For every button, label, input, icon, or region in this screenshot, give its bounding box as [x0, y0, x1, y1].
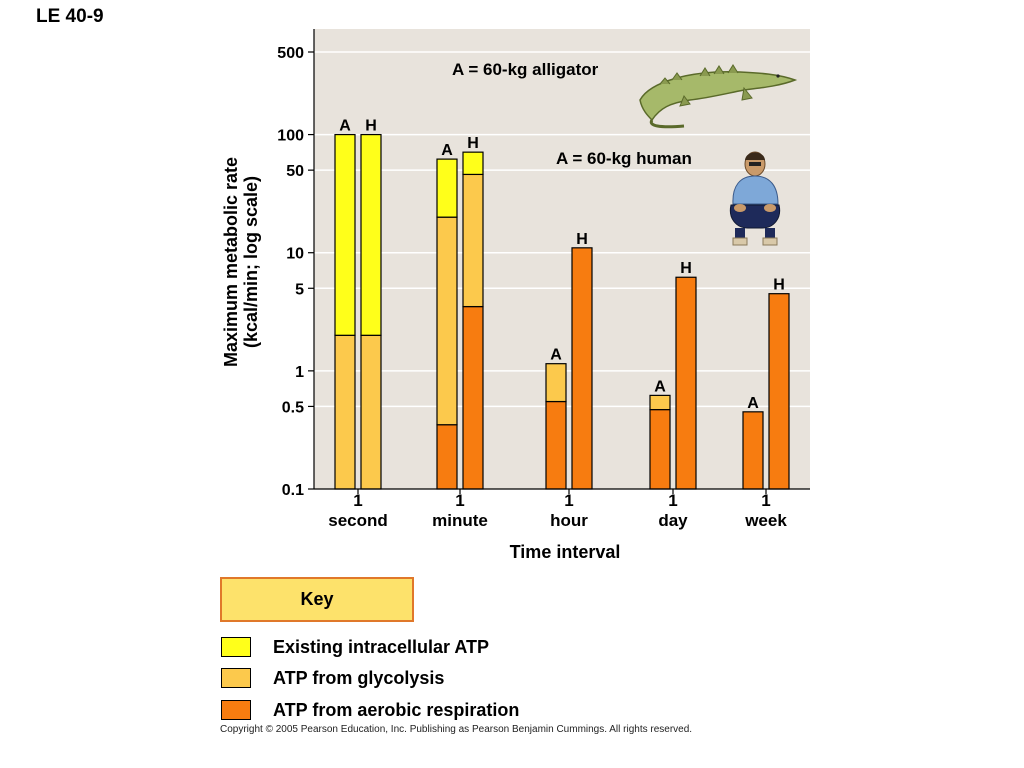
- x-tick-label-number: 1: [455, 491, 464, 510]
- legend-key-title: Key: [220, 577, 414, 622]
- bar-segment-existing-atp: [462, 151, 484, 176]
- bar-segment-aerobic: [462, 305, 484, 490]
- y-tick-label: 5: [295, 281, 304, 298]
- bar-label: A: [441, 142, 453, 159]
- human-illustration: [729, 151, 781, 246]
- bar-segment-glycolysis: [545, 363, 567, 403]
- bar-segment-aerobic: [675, 276, 697, 490]
- y-tick-label: 0.1: [282, 482, 304, 499]
- y-tick-label: 10: [286, 246, 304, 263]
- bar-segment-glycolysis: [649, 394, 671, 411]
- y-tick-label: 0.5: [282, 399, 304, 416]
- bar-segment-aerobic: [649, 408, 671, 490]
- alligator-illustration: [639, 64, 798, 129]
- bar-label: H: [576, 231, 588, 248]
- annotation-human: A = 60-kg human: [556, 149, 692, 168]
- bar-segment-aerobic: [436, 424, 458, 490]
- bar-label: A: [550, 347, 562, 364]
- bar-label: A: [654, 378, 666, 395]
- x-tick-label-number: 1: [353, 491, 362, 510]
- x-tick-label-number: 1: [761, 491, 770, 510]
- x-tick-label-unit: week: [744, 511, 787, 530]
- legend-swatch-glycolysis: [221, 668, 251, 688]
- x-tick-label-number: 1: [668, 491, 677, 510]
- x-tick-label-unit: second: [328, 511, 388, 530]
- legend-swatch-aerobic: [221, 700, 251, 720]
- x-tick-label-unit: minute: [432, 511, 488, 530]
- bars: [334, 133, 790, 490]
- bar-segment-aerobic: [545, 400, 567, 490]
- legend-item-existing-atp: Existing intracellular ATP: [221, 635, 489, 659]
- slide-corner-label: LE 40-9: [36, 6, 104, 27]
- y-tick-label: 500: [277, 45, 304, 62]
- bar-segment-glycolysis: [334, 334, 356, 490]
- bar-segment-existing-atp: [360, 133, 382, 336]
- copyright-notice: Copyright © 2005 Pearson Education, Inc.…: [220, 724, 693, 735]
- legend-label-aerobic: ATP from aerobic respiration: [273, 699, 520, 720]
- legend-label-existing-atp: Existing intracellular ATP: [273, 636, 490, 657]
- bar-label: H: [680, 260, 692, 277]
- bar-segment-glycolysis: [360, 334, 382, 490]
- y-tick-label: 1: [295, 364, 304, 381]
- legend-swatch-existing-atp: [221, 637, 251, 657]
- legend-item-glycolysis: ATP from glycolysis: [221, 666, 444, 690]
- bar-segment-existing-atp: [436, 158, 458, 218]
- legend-label-glycolysis: ATP from glycolysis: [273, 667, 445, 688]
- legend-item-aerobic: ATP from aerobic respiration: [221, 698, 519, 722]
- bar-segment-aerobic: [768, 293, 790, 490]
- y-ticks: 0.1 0.5 1 5 10 50 100 500: [277, 45, 314, 499]
- x-tick-label-unit: hour: [550, 511, 588, 530]
- x-tick-label-unit: day: [658, 511, 688, 530]
- bar-label: H: [365, 118, 377, 135]
- y-tick-label: 50: [286, 163, 304, 180]
- bar-segment-aerobic: [571, 247, 593, 490]
- x-axis-label: Time interval: [510, 542, 621, 562]
- bar-label: H: [773, 277, 785, 294]
- annotation-alligator: A = 60-kg alligator: [452, 60, 599, 79]
- bar-label: A: [339, 118, 351, 135]
- bar-label: A: [747, 395, 759, 412]
- x-tick-label-number: 1: [564, 491, 573, 510]
- bar-segment-glycolysis: [436, 216, 458, 426]
- bar-segment-existing-atp: [334, 133, 356, 336]
- axes: [313, 29, 810, 490]
- bar-label: H: [467, 135, 479, 152]
- y-axis-label-line1: Maximum metabolic rate: [221, 157, 241, 367]
- y-tick-label: 100: [277, 128, 304, 145]
- bar-segment-glycolysis: [462, 173, 484, 308]
- y-axis-label-line2: (kcal/min; log scale): [241, 176, 261, 348]
- bar-segment-aerobic: [742, 411, 764, 490]
